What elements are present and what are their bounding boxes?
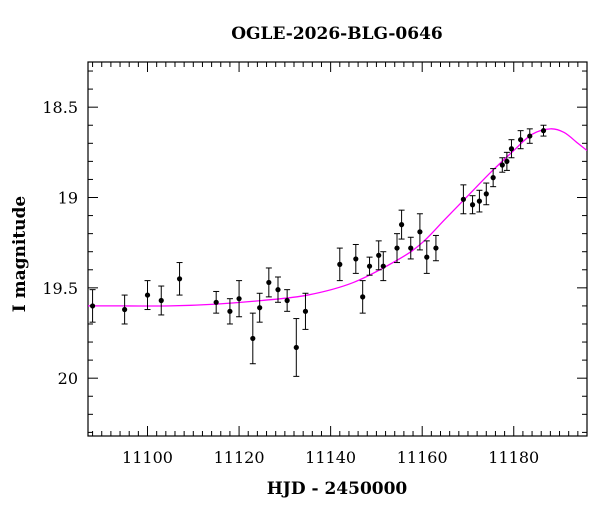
data-marker (360, 294, 366, 300)
data-marker (250, 335, 256, 342)
data-marker (227, 308, 233, 314)
data-marker (293, 344, 299, 351)
data-marker (380, 263, 386, 269)
data-point (394, 233, 401, 264)
data-point (416, 213, 423, 251)
data-marker (508, 146, 515, 152)
data-point (293, 318, 300, 377)
chart-title: OGLE-2026-BLG-0646 (231, 24, 443, 44)
data-marker (417, 229, 423, 235)
data-point (352, 243, 359, 274)
data-marker (122, 306, 128, 313)
data-point (526, 128, 533, 144)
data-marker (284, 297, 290, 304)
data-point (121, 294, 128, 325)
data-point (89, 289, 96, 323)
x-tick-labels: 11100 11120 11140 11160 11180 (122, 448, 539, 467)
data-marker (89, 303, 96, 309)
data-marker (527, 133, 533, 139)
data-marker (490, 175, 496, 181)
data-point (490, 168, 497, 188)
data-point (256, 292, 263, 323)
data-marker (499, 162, 505, 168)
data-point (302, 292, 309, 330)
data-point (158, 285, 165, 316)
x-tick-label: 11180 (488, 448, 539, 467)
data-marker (275, 287, 281, 293)
data-point (407, 236, 414, 260)
y-tick-label: 19 (58, 189, 78, 208)
data-marker (236, 296, 242, 302)
data-marker (144, 292, 151, 298)
data-marker (433, 245, 439, 251)
data-point (476, 189, 483, 213)
data-marker (337, 261, 343, 267)
data-point (540, 124, 547, 137)
data-marker (213, 299, 219, 305)
data-point (508, 139, 515, 159)
data-point (336, 247, 343, 282)
data-point (144, 280, 151, 311)
data-marker (476, 198, 483, 204)
data-point (517, 130, 524, 150)
data-marker (408, 245, 414, 251)
y-tick-labels: 18.5 19 19.5 20 (42, 98, 78, 388)
x-tick-label: 11140 (305, 448, 356, 467)
y-axis-label: I magnitude (10, 196, 30, 313)
data-marker (158, 297, 164, 304)
x-tick-label: 11100 (122, 448, 173, 467)
data-marker (394, 245, 400, 251)
data-point (460, 184, 467, 215)
data-point (366, 256, 373, 276)
x-tick-label: 11160 (397, 448, 448, 467)
data-points (89, 124, 547, 377)
plot-area: 11100 11120 11140 11160 11180 18.5 19 19.5 20 (42, 61, 588, 467)
data-point (380, 251, 387, 282)
data-point (274, 276, 281, 303)
data-marker (176, 276, 183, 282)
data-marker (483, 191, 489, 197)
data-marker (366, 263, 373, 269)
data-point (398, 209, 405, 240)
data-point (499, 157, 506, 173)
data-marker (518, 137, 524, 143)
data-point (236, 280, 243, 318)
data-point (375, 240, 382, 271)
data-point (284, 289, 291, 312)
data-point (503, 151, 510, 171)
data-marker (257, 305, 263, 311)
data-point (359, 280, 366, 314)
y-tick-label: 18.5 (42, 98, 78, 117)
data-marker (376, 252, 382, 258)
data-marker (424, 254, 430, 260)
data-marker (398, 222, 405, 228)
data-marker (302, 308, 309, 314)
data-marker (540, 128, 547, 134)
model-curve (88, 128, 587, 307)
x-tick-label: 11120 (214, 448, 265, 467)
y-tick-label: 20 (58, 369, 78, 388)
data-point (176, 262, 183, 296)
x-axis-label: HJD - 2450000 (267, 479, 408, 499)
data-point (469, 195, 476, 215)
data-marker (460, 196, 466, 202)
data-point (226, 298, 233, 325)
data-point (249, 312, 256, 365)
data-point (483, 182, 490, 206)
y-tick-label: 19.5 (42, 279, 78, 298)
data-marker (353, 256, 359, 262)
data-point (213, 290, 220, 314)
data-point (423, 240, 430, 274)
plot-frame (87, 61, 588, 437)
data-marker (266, 279, 272, 286)
data-point (432, 234, 439, 262)
data-marker (504, 158, 510, 164)
data-marker (469, 202, 476, 208)
data-point (265, 267, 272, 298)
